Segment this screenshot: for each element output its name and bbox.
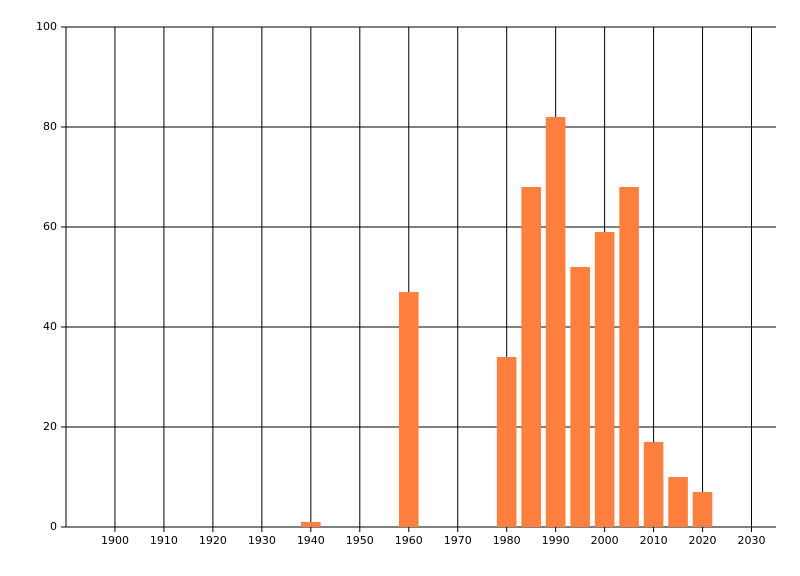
bar bbox=[692, 492, 713, 527]
x-tick-label: 1900 bbox=[101, 534, 129, 547]
x-tick-label: 2010 bbox=[640, 534, 668, 547]
y-tick-label: 40 bbox=[43, 320, 57, 333]
bar bbox=[570, 267, 590, 527]
x-tick-label: 2030 bbox=[738, 534, 766, 547]
x-tick-label: 1950 bbox=[346, 534, 374, 547]
y-tick-label: 0 bbox=[50, 520, 57, 533]
x-tick-label: 1980 bbox=[493, 534, 521, 547]
x-tick-label: 1940 bbox=[297, 534, 325, 547]
bar bbox=[619, 187, 639, 527]
x-tick-label: 1920 bbox=[199, 534, 227, 547]
bar bbox=[668, 477, 688, 527]
bar bbox=[496, 357, 517, 527]
bar bbox=[521, 187, 541, 527]
y-tick-label: 60 bbox=[43, 220, 57, 233]
y-tick-label: 20 bbox=[43, 420, 57, 433]
x-tick-label: 2020 bbox=[689, 534, 717, 547]
x-tick-label: 1990 bbox=[542, 534, 570, 547]
bar bbox=[643, 442, 664, 527]
x-tick-label: 1970 bbox=[444, 534, 472, 547]
x-tick-label: 1930 bbox=[248, 534, 276, 547]
bar bbox=[594, 232, 615, 527]
x-tick-label: 1910 bbox=[150, 534, 178, 547]
y-tick-label: 100 bbox=[36, 20, 57, 33]
x-tick-label: 2000 bbox=[591, 534, 619, 547]
x-tick-label: 1960 bbox=[395, 534, 423, 547]
bar bbox=[545, 117, 566, 527]
bar bbox=[301, 522, 321, 527]
bar bbox=[398, 292, 419, 527]
y-tick-label: 80 bbox=[43, 120, 57, 133]
